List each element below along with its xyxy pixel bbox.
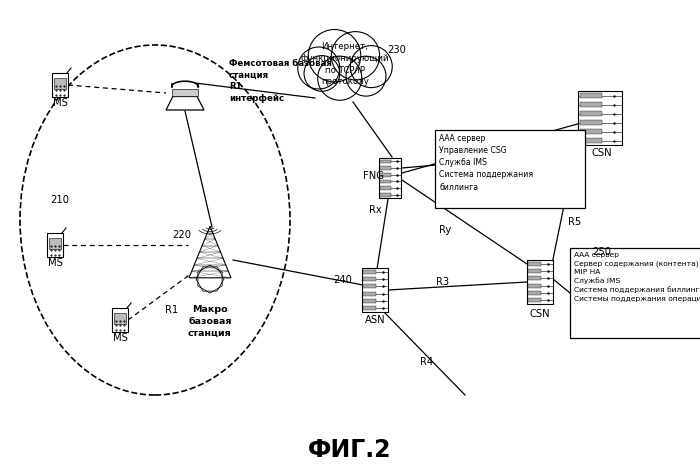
Text: ФИГ.2: ФИГ.2 (308, 438, 392, 462)
Bar (580, 93, 602, 98)
Bar (528, 298, 541, 302)
Polygon shape (166, 97, 204, 110)
Text: CSN: CSN (530, 309, 550, 319)
Bar (380, 180, 391, 183)
Bar (363, 292, 376, 296)
Bar (55, 78, 66, 89)
Text: Макро
базовая
станция: Макро базовая станция (188, 305, 232, 337)
Circle shape (318, 56, 362, 100)
Bar (380, 173, 391, 176)
Bar (528, 262, 541, 266)
Text: 220: 220 (172, 230, 192, 240)
Bar (380, 159, 391, 163)
Bar (363, 299, 376, 303)
Bar (528, 283, 541, 288)
Text: R5: R5 (568, 217, 582, 227)
Bar (363, 284, 376, 288)
Text: R1: R1 (165, 305, 178, 315)
Text: FNG: FNG (363, 171, 384, 181)
Bar (114, 313, 125, 324)
Bar (380, 166, 391, 170)
Text: 240: 240 (334, 275, 352, 285)
Bar (580, 129, 602, 134)
Text: Ry: Ry (439, 225, 451, 235)
Bar (50, 238, 61, 249)
Bar (52, 73, 68, 97)
Text: Rx: Rx (369, 205, 382, 215)
Text: MS: MS (113, 333, 127, 343)
Text: 250: 250 (592, 247, 612, 257)
Bar (362, 268, 388, 312)
Text: R3: R3 (436, 277, 449, 287)
Bar (435, 130, 585, 208)
Bar (580, 138, 602, 143)
Bar (380, 193, 391, 197)
Bar (528, 291, 541, 295)
Text: ААА сервер
Сервер содержания (контента)
MIP HA
Служба IMS
Система поддержания би: ААА сервер Сервер содержания (контента) … (574, 252, 700, 302)
Bar (379, 158, 401, 198)
Bar (172, 89, 198, 96)
Text: 210: 210 (50, 195, 69, 205)
Text: MS: MS (52, 98, 67, 108)
Circle shape (304, 55, 340, 91)
Bar (47, 233, 63, 257)
Circle shape (308, 29, 360, 82)
Bar (570, 248, 700, 338)
Circle shape (346, 56, 386, 96)
Bar (578, 91, 622, 145)
Bar (363, 306, 376, 310)
Text: MS: MS (48, 258, 62, 268)
Bar (527, 260, 553, 304)
Text: Фемсотовая базовая
станция
R1
интерфейс: Фемсотовая базовая станция R1 интерфейс (229, 59, 332, 103)
Text: Интернет,
функционирующий
по TCP/IP
протоколу: Интернет, функционирующий по TCP/IP прот… (301, 42, 389, 86)
Circle shape (350, 46, 392, 88)
Circle shape (298, 47, 340, 89)
Bar (580, 102, 602, 107)
Bar (112, 308, 128, 332)
Bar (528, 269, 541, 273)
Bar (528, 276, 541, 280)
Bar (580, 120, 602, 125)
Text: ASN: ASN (365, 315, 385, 325)
Bar (380, 186, 391, 190)
Circle shape (331, 32, 379, 80)
Bar (363, 277, 376, 281)
Text: ААА сервер
Управление CSG
Служба IMS
Система поддержания
биллинга: ААА сервер Управление CSG Служба IMS Сис… (439, 134, 533, 191)
Bar (363, 270, 376, 273)
Text: R4: R4 (421, 357, 433, 367)
Text: CSN: CSN (592, 148, 612, 158)
Text: 230: 230 (388, 45, 407, 55)
Bar (580, 111, 602, 116)
Polygon shape (189, 226, 231, 278)
